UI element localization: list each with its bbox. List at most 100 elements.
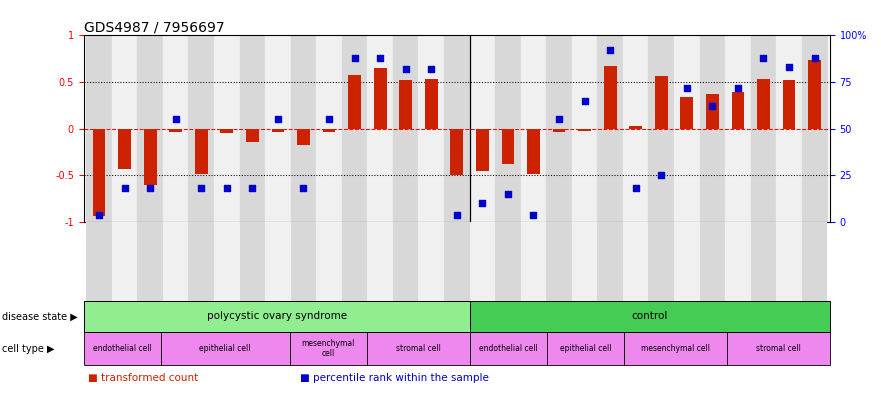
- Text: stromal cell: stromal cell: [756, 344, 801, 353]
- Bar: [367, 222, 393, 301]
- Bar: [348, 75, 361, 129]
- Bar: [700, 222, 725, 301]
- Bar: [112, 222, 137, 301]
- Bar: [648, 35, 674, 222]
- Point: [424, 66, 438, 72]
- Point: [629, 185, 643, 191]
- Bar: [265, 35, 291, 222]
- Text: endothelial cell: endothelial cell: [93, 344, 152, 353]
- Point: [245, 185, 259, 191]
- Bar: [271, 129, 285, 132]
- Bar: [144, 129, 157, 185]
- Bar: [240, 222, 265, 301]
- Bar: [757, 79, 770, 129]
- Bar: [444, 35, 470, 222]
- Bar: [425, 79, 438, 129]
- Point: [655, 172, 669, 178]
- Bar: [572, 222, 597, 301]
- Bar: [552, 129, 566, 132]
- Text: disease state ▶: disease state ▶: [2, 311, 78, 321]
- Bar: [547, 332, 624, 365]
- Bar: [597, 35, 623, 222]
- Bar: [291, 222, 316, 301]
- Bar: [366, 332, 470, 365]
- Text: epithelial cell: epithelial cell: [559, 344, 611, 353]
- Bar: [470, 222, 495, 301]
- Point: [117, 185, 131, 191]
- Bar: [572, 35, 597, 222]
- Point: [501, 191, 515, 197]
- Point: [578, 97, 592, 104]
- Bar: [367, 35, 393, 222]
- Bar: [470, 332, 547, 365]
- Bar: [265, 222, 291, 301]
- Bar: [623, 222, 648, 301]
- Bar: [706, 94, 719, 129]
- Point: [808, 55, 822, 61]
- Bar: [674, 35, 700, 222]
- Bar: [322, 129, 336, 132]
- Bar: [623, 35, 648, 222]
- Bar: [84, 301, 470, 332]
- Bar: [501, 129, 515, 164]
- Bar: [189, 222, 214, 301]
- Bar: [137, 222, 163, 301]
- Bar: [214, 222, 240, 301]
- Point: [347, 55, 361, 61]
- Bar: [393, 222, 418, 301]
- Bar: [163, 35, 189, 222]
- Bar: [161, 332, 290, 365]
- Bar: [495, 35, 521, 222]
- Bar: [725, 35, 751, 222]
- Point: [680, 84, 694, 91]
- Bar: [751, 222, 776, 301]
- Bar: [546, 222, 572, 301]
- Bar: [163, 222, 189, 301]
- Point: [552, 116, 566, 123]
- Bar: [782, 80, 796, 129]
- Bar: [316, 222, 342, 301]
- Bar: [655, 75, 668, 129]
- Point: [168, 116, 182, 123]
- Bar: [470, 35, 495, 222]
- Bar: [393, 35, 418, 222]
- Bar: [527, 129, 540, 173]
- Bar: [291, 35, 316, 222]
- Point: [92, 211, 106, 218]
- Bar: [297, 129, 310, 145]
- Bar: [546, 35, 572, 222]
- Point: [270, 116, 285, 123]
- Bar: [93, 129, 106, 215]
- Text: ■ transformed count: ■ transformed count: [88, 373, 198, 383]
- Point: [476, 200, 490, 207]
- Bar: [342, 35, 367, 222]
- Text: mesenchymal cell: mesenchymal cell: [641, 344, 710, 353]
- Point: [706, 103, 720, 109]
- Bar: [450, 129, 463, 175]
- Bar: [86, 222, 112, 301]
- Bar: [399, 80, 412, 129]
- Bar: [476, 129, 489, 171]
- Bar: [725, 222, 751, 301]
- Text: epithelial cell: epithelial cell: [199, 344, 251, 353]
- Text: cell type ▶: cell type ▶: [2, 344, 55, 354]
- Bar: [240, 35, 265, 222]
- Bar: [214, 35, 240, 222]
- Bar: [578, 129, 591, 130]
- Bar: [751, 35, 776, 222]
- Bar: [169, 129, 182, 132]
- Bar: [118, 129, 131, 169]
- Bar: [727, 332, 830, 365]
- Bar: [195, 129, 208, 174]
- Text: polycystic ovary syndrome: polycystic ovary syndrome: [207, 311, 347, 321]
- Bar: [776, 222, 802, 301]
- Text: mesenchymal
cell: mesenchymal cell: [301, 339, 355, 358]
- Bar: [680, 97, 693, 129]
- Bar: [86, 35, 112, 222]
- Bar: [648, 222, 674, 301]
- Point: [731, 84, 745, 91]
- Point: [527, 211, 541, 218]
- Bar: [597, 222, 623, 301]
- Bar: [521, 222, 546, 301]
- Bar: [470, 301, 830, 332]
